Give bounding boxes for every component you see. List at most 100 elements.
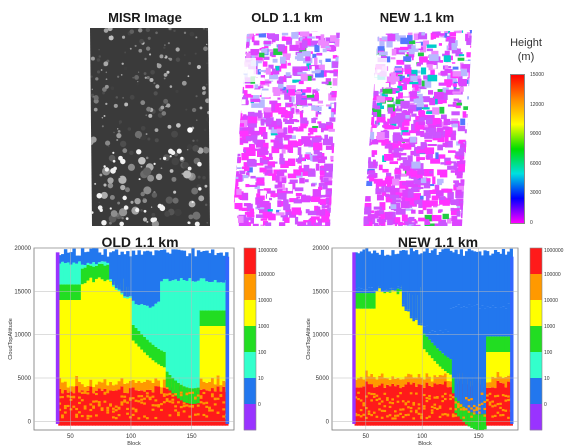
misr-cloud-speck [118, 208, 128, 217]
heatmap-cell [174, 380, 178, 397]
heatmap-cell [131, 407, 136, 410]
heatmap-cell [417, 323, 421, 326]
map-pixel [432, 137, 438, 141]
map-pixel [379, 210, 384, 215]
misr-bright-cloud [90, 211, 94, 214]
map-pixel [411, 193, 421, 200]
map-pixel [464, 141, 471, 146]
map-pixel [450, 170, 455, 173]
map-pixel [457, 98, 462, 106]
map-pixel [409, 91, 418, 98]
map-pixel [329, 70, 339, 74]
heatmap-cell [388, 405, 392, 409]
map-pixel [332, 78, 340, 86]
map-pixel [253, 40, 260, 46]
map-pixel [363, 202, 372, 211]
heatmap-cell [191, 391, 195, 394]
heatmap-cell [126, 407, 130, 411]
heatmap-cell [504, 409, 508, 412]
map-pixel [325, 198, 330, 201]
map-pixel [338, 113, 340, 120]
map-pixel [456, 210, 461, 217]
misr-cloud-speck [143, 72, 147, 75]
heatmap-cell [365, 248, 369, 290]
map-pixel [387, 93, 393, 98]
heatmap-cell [441, 332, 445, 354]
map-pixel [289, 179, 298, 184]
misr-cloud-speck [202, 28, 206, 30]
heatmap-cell [486, 387, 490, 426]
heatmap-cell [420, 287, 424, 378]
heatmap-cell [83, 264, 88, 268]
map-pixel [364, 77, 368, 85]
map-pixel [432, 107, 440, 115]
map-pixel [460, 179, 471, 183]
map-pixel [324, 180, 334, 186]
heatmap-cell [354, 379, 358, 388]
map-pixel [376, 96, 386, 103]
map-pixel [277, 192, 287, 200]
misr-bright-cloud [197, 161, 202, 167]
heatmap-cell [83, 252, 88, 265]
heatmap-cell [109, 390, 113, 426]
map-pixel [371, 95, 380, 101]
map-pixel [438, 154, 446, 159]
misr-cloud-speck [171, 157, 180, 166]
map-pixel [408, 104, 418, 112]
map-pixel [363, 146, 368, 150]
map-pixel [393, 47, 404, 55]
map-pixel [463, 183, 471, 191]
heatmap-cell [154, 399, 158, 402]
heatmap-cell [210, 326, 215, 378]
misr-cloud-speck [171, 130, 178, 138]
map-pixel [375, 30, 383, 32]
heatmap-cell [370, 287, 374, 294]
map-pixel [317, 100, 324, 104]
map-pixel [323, 123, 328, 131]
map-pixel [389, 89, 396, 94]
map-pixel [311, 118, 316, 124]
map-pixel [336, 171, 340, 179]
map-pixel [324, 163, 334, 171]
heatmap-cell [467, 248, 471, 305]
map-pixel [341, 75, 348, 78]
map-pixel [442, 199, 450, 206]
map-pixel [337, 191, 340, 198]
heatmap-cell [417, 412, 421, 415]
heatmap-cell [396, 395, 400, 398]
map-pixel [391, 152, 402, 158]
heatmap-cell [72, 262, 76, 285]
heatmap-cell [100, 279, 105, 383]
misr-cloud-speck [192, 211, 201, 220]
heatmap-cell [194, 388, 198, 404]
heatmap-cell [375, 386, 379, 426]
map-pixel [452, 83, 458, 87]
heatmap-cell [213, 391, 218, 426]
map-pixel [470, 168, 472, 174]
heatmap-cell [106, 279, 110, 386]
map-pixel [312, 189, 322, 197]
heatmap-cell [451, 415, 456, 418]
map-pixel [237, 99, 246, 105]
map-pixel [239, 139, 249, 144]
map-pixel [400, 30, 407, 33]
heatmap-cell [449, 397, 453, 401]
map-pixel [467, 114, 472, 123]
map-pixel [234, 133, 238, 139]
map-pixel [237, 76, 244, 85]
map-pixel [461, 160, 469, 164]
map-pixel [306, 94, 315, 98]
misr-cloud-speck [204, 203, 208, 207]
map-pixel [322, 138, 332, 146]
misr-cloud-speck [143, 186, 152, 195]
misr-cloud-speck [118, 175, 127, 184]
map-pixel [450, 199, 459, 206]
heatmap-cell [501, 352, 506, 378]
map-pixel [338, 75, 340, 84]
heatmap-cell [372, 290, 377, 294]
heatmap-cell [441, 368, 445, 376]
map-pixel [337, 77, 340, 83]
map-pixel [340, 111, 346, 119]
misr-cloud-speck [94, 182, 97, 185]
map-pixel [232, 153, 241, 157]
